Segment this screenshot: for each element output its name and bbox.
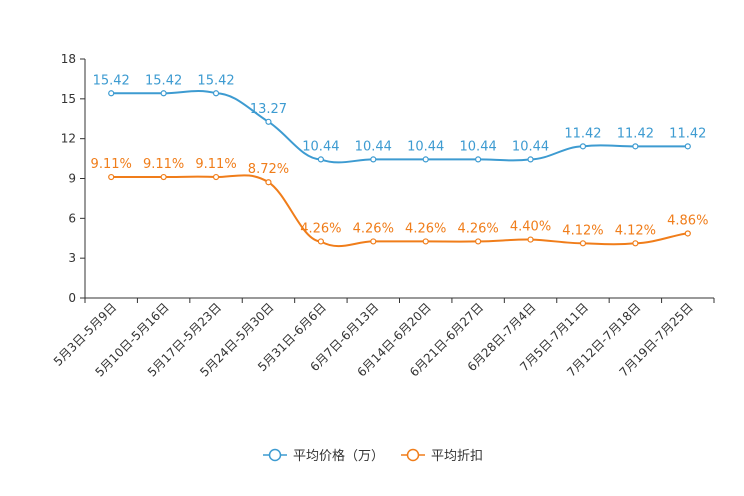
- data-point[interactable]: [370, 238, 377, 245]
- data-label: 4.86%: [667, 213, 708, 228]
- data-point[interactable]: [684, 230, 691, 237]
- data-label: 15.42: [197, 73, 234, 88]
- legend-item-1[interactable]: 平均折扣: [401, 448, 483, 464]
- data-label: 11.42: [669, 126, 706, 141]
- data-label: 15.42: [145, 73, 182, 88]
- data-label: 4.26%: [457, 221, 498, 236]
- data-label: 10.44: [355, 139, 392, 154]
- data-label: 4.40%: [510, 220, 551, 235]
- data-label: 4.26%: [353, 221, 394, 236]
- data-point[interactable]: [579, 143, 587, 150]
- data-label: 10.44: [512, 139, 549, 154]
- data-label: 10.44: [460, 139, 497, 154]
- data-label: 9.11%: [143, 157, 184, 172]
- series-line-0: [111, 89, 688, 164]
- data-point[interactable]: [422, 156, 429, 163]
- y-tick-label: 18: [61, 52, 76, 66]
- legend-marker-icon: [406, 448, 420, 462]
- legend-marker-icon: [268, 448, 282, 462]
- data-label: 4.12%: [562, 223, 603, 238]
- data-label: 9.11%: [195, 157, 236, 172]
- data-point[interactable]: [632, 240, 639, 247]
- y-tick-label: 12: [61, 132, 76, 146]
- data-label: 15.42: [93, 73, 130, 88]
- legend-label: 平均折扣: [431, 449, 483, 464]
- x-axis: 5月3日-5月9日5月10日-5月16日5月17日-5月23日5月24日-5月3…: [51, 297, 715, 380]
- legend-item-0[interactable]: 平均价格（万）: [263, 448, 384, 464]
- legend[interactable]: 平均价格（万） 平均折扣: [263, 448, 483, 464]
- data-point[interactable]: [370, 156, 377, 163]
- data-label: 11.42: [564, 126, 601, 141]
- y-tick-label: 3: [68, 251, 76, 265]
- data-point[interactable]: [632, 143, 639, 150]
- data-point[interactable]: [265, 118, 272, 125]
- y-axis: 0 3 6 9 12 15 18: [61, 52, 86, 305]
- data-point[interactable]: [527, 156, 534, 163]
- data-label: 11.42: [617, 126, 654, 141]
- data-label: 9.11%: [91, 157, 132, 172]
- y-tick-label: 9: [68, 172, 76, 186]
- data-point[interactable]: [317, 156, 324, 163]
- y-tick-label: 15: [61, 92, 76, 106]
- data-label: 4.26%: [405, 221, 446, 236]
- data-label: 13.27: [250, 102, 287, 117]
- y-tick-label: 6: [68, 211, 76, 225]
- data-point[interactable]: [108, 173, 115, 181]
- data-point[interactable]: [212, 90, 220, 97]
- data-point[interactable]: [475, 156, 482, 163]
- data-point[interactable]: [422, 238, 429, 245]
- data-point[interactable]: [265, 179, 272, 186]
- data-point[interactable]: [160, 90, 167, 97]
- data-point[interactable]: [527, 236, 534, 243]
- data-label: 4.26%: [300, 221, 341, 236]
- data-point[interactable]: [475, 238, 482, 245]
- data-point[interactable]: [317, 238, 324, 245]
- y-tick-label: 0: [68, 291, 76, 305]
- data-label: 10.44: [407, 139, 444, 154]
- data-label: 4.12%: [615, 223, 656, 238]
- data-point[interactable]: [108, 90, 115, 97]
- series-layer: [108, 89, 691, 248]
- data-labels: 15.42 15.42 15.42 13.27 10.44 10.44 10.44 10.44…: [91, 73, 709, 238]
- data-point[interactable]: [160, 173, 167, 181]
- data-point[interactable]: [684, 143, 691, 150]
- data-point[interactable]: [212, 173, 220, 181]
- data-label: 8.72%: [248, 162, 289, 177]
- data-point[interactable]: [579, 240, 587, 247]
- data-label: 10.44: [302, 139, 339, 154]
- legend-label: 平均价格（万）: [293, 448, 384, 464]
